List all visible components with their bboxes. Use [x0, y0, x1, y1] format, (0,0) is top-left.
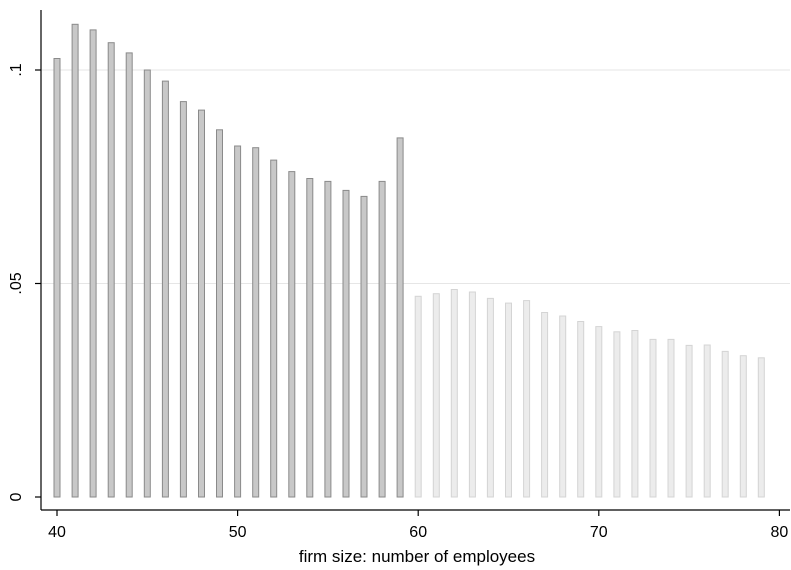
- bar: [216, 129, 223, 498]
- bar: [757, 357, 765, 498]
- bar: [559, 315, 567, 498]
- bar: [53, 58, 61, 498]
- bar: [198, 109, 205, 498]
- y-tick-label: .1: [8, 63, 25, 76]
- bar: [450, 289, 458, 498]
- bar: [631, 330, 639, 498]
- bar: [541, 312, 549, 498]
- gridlines: [41, 69, 790, 284]
- x-tick-label: 70: [590, 524, 608, 541]
- bar: [396, 137, 404, 498]
- bar: [739, 355, 747, 498]
- bar: [486, 297, 494, 498]
- bar: [107, 42, 115, 498]
- bar: [125, 52, 133, 498]
- bars: [53, 23, 765, 498]
- bar: [577, 321, 585, 498]
- bar: [71, 23, 79, 498]
- bar: [324, 180, 332, 498]
- bar: [613, 331, 621, 498]
- bar: [270, 159, 278, 498]
- bar: [252, 147, 260, 498]
- bar: [468, 291, 476, 498]
- bar: [89, 29, 97, 498]
- bar: [523, 300, 531, 498]
- bar: [595, 326, 603, 498]
- x-tick-label: 60: [409, 524, 427, 541]
- bar: [685, 344, 693, 498]
- axes: 0 .05 .1 40 50 60 70 80: [8, 10, 790, 541]
- bar: [721, 350, 729, 498]
- bar: [161, 80, 169, 498]
- x-tick-label: 40: [48, 524, 66, 541]
- x-tick-label: 80: [771, 524, 789, 541]
- bar: [414, 295, 422, 498]
- bar: [360, 195, 368, 498]
- bar: [288, 171, 296, 498]
- bar: [505, 302, 512, 498]
- x-axis-title: firm size: number of employees: [299, 547, 535, 566]
- bar: [234, 145, 242, 498]
- bar: [306, 178, 314, 498]
- bar: [342, 189, 350, 498]
- bar: [143, 69, 151, 498]
- y-tick-label: 0: [8, 492, 25, 501]
- bar: [667, 338, 675, 498]
- bar: [432, 293, 440, 498]
- bar: [179, 101, 187, 498]
- bar: [378, 180, 386, 498]
- bar: [649, 338, 657, 498]
- x-tick-label: 50: [229, 524, 247, 541]
- bar: [703, 344, 711, 498]
- y-tick-label: .05: [8, 272, 25, 294]
